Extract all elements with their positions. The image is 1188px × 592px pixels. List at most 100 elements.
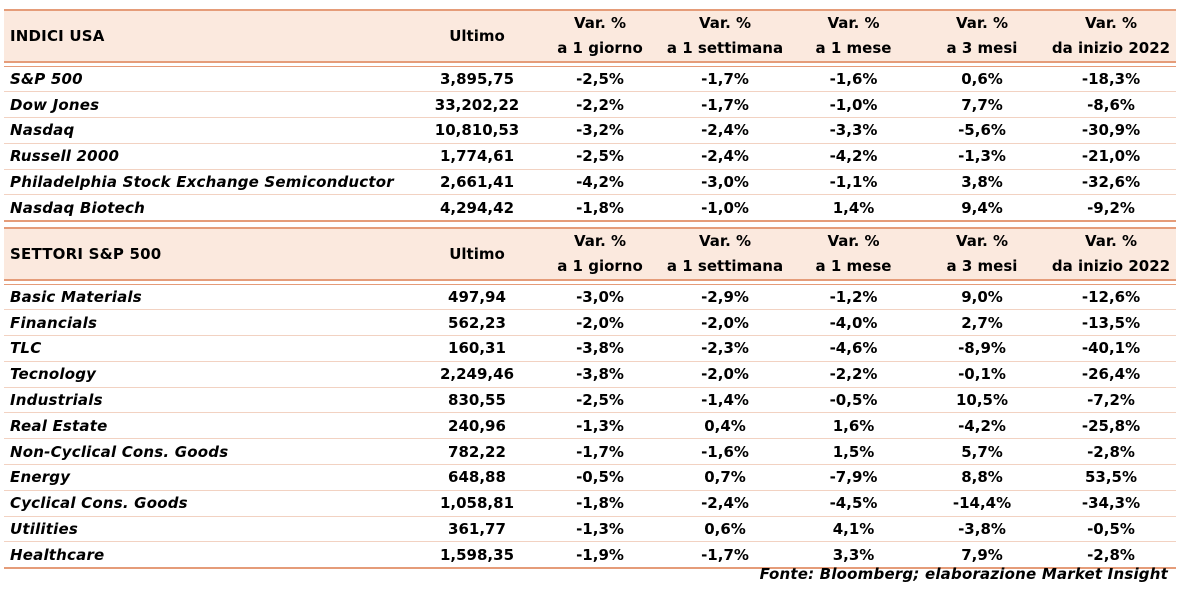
cell-w1: -2,4% (661, 490, 789, 517)
table-row: Tecnology 2,249,46 -3,8% -2,0% -2,2% -0,1% -26… (4, 361, 1176, 388)
row-label: TLC (4, 335, 415, 362)
cell-m1: -0,5% (789, 387, 918, 414)
cell-m3: -0,1% (918, 361, 1046, 388)
cell-w1: -2,9% (661, 284, 789, 311)
column-header-m3: Var. % a 3 mesi (918, 227, 1046, 280)
cell-m3: -14,4% (918, 490, 1046, 517)
cell-ytd: -7,2% (1046, 387, 1176, 414)
header-line-top: Var. % (1084, 14, 1138, 32)
cell-m3: 0,6% (918, 66, 1046, 93)
table-row: TLC 160,31 -3,8% -2,3% -4,6% -8,9% -40,1% (4, 335, 1176, 362)
cell-m3: -5,6% (918, 117, 1046, 144)
header-line-top: Var. % (698, 232, 752, 250)
header-divider (4, 61, 1176, 67)
row-label: Financials (4, 309, 415, 337)
cell-m1: -7,9% (789, 464, 918, 491)
cell-last: 10,810,53 (415, 117, 539, 144)
cell-m1: -3,3% (789, 117, 918, 144)
cell-ytd: -2,8% (1046, 541, 1176, 570)
column-header-last: Ultimo (415, 227, 539, 280)
cell-m1: -4,6% (789, 335, 918, 362)
cell-m1: -1,2% (789, 284, 918, 311)
header-line-bottom: a 3 mesi (946, 39, 1018, 57)
cell-last: 1,058,81 (415, 490, 539, 517)
column-header-w1: Var. % a 1 settimana (661, 9, 789, 62)
column-header-last: Ultimo (415, 9, 539, 62)
cell-w1: -2,0% (661, 361, 789, 388)
cell-w1: -1,7% (661, 91, 789, 119)
cell-d1: -3,0% (539, 284, 661, 311)
row-label: S&P 500 (4, 66, 415, 93)
cell-w1: -2,4% (661, 117, 789, 144)
cell-m1: 3,3% (789, 541, 918, 570)
cell-d1: -4,2% (539, 169, 661, 196)
cell-d1: -3,8% (539, 361, 661, 388)
cell-m3: 7,7% (918, 91, 1046, 119)
cell-last: 3,895,75 (415, 66, 539, 93)
cell-last: 361,77 (415, 516, 539, 543)
row-label: Utilities (4, 516, 415, 543)
cell-w1: 0,4% (661, 412, 789, 440)
row-label: Real Estate (4, 412, 415, 440)
cell-w1: -1,4% (661, 387, 789, 414)
row-label: Basic Materials (4, 284, 415, 311)
cell-ytd: -30,9% (1046, 117, 1176, 144)
header-line-top: Var. % (573, 232, 627, 250)
table-title: SETTORI S&P 500 (4, 227, 415, 280)
table-row: Utilities 361,77 -1,3% 0,6% 4,1% -3,8% -0,5% (4, 516, 1176, 543)
cell-ytd: 53,5% (1046, 464, 1176, 491)
row-label: Industrials (4, 387, 415, 414)
cell-last: 562,23 (415, 309, 539, 337)
cell-w1: -2,4% (661, 143, 789, 170)
column-header-ytd: Var. % da inizio 2022 (1046, 227, 1176, 280)
row-label: Dow Jones (4, 91, 415, 119)
cell-m1: 1,4% (789, 194, 918, 223)
header-line-top: Var. % (827, 232, 880, 250)
table-row: Industrials 830,55 -2,5% -1,4% -0,5% 10,5% -7,… (4, 387, 1176, 414)
table-row: Nasdaq 10,810,53 -3,2% -2,4% -3,3% -5,6% -30,9… (4, 117, 1176, 144)
cell-ytd: -12,6% (1046, 284, 1176, 311)
cell-d1: -2,0% (539, 309, 661, 337)
table-row: Dow Jones 33,202,22 -2,2% -1,7% -1,0% 7,7% -8,… (4, 91, 1176, 119)
row-label: Nasdaq Biotech (4, 194, 415, 223)
indici-usa-table: INDICI USA Ultimo Var. % a 1 giorno Var.… (4, 9, 1176, 223)
cell-d1: -3,2% (539, 117, 661, 144)
cell-m1: 4,1% (789, 516, 918, 543)
source-note: Fonte: Bloomberg; elaborazione Market In… (759, 565, 1168, 583)
cell-m3: 2,7% (918, 309, 1046, 337)
cell-m3: 10,5% (918, 387, 1046, 414)
cell-ytd: -18,3% (1046, 66, 1176, 93)
table-row: S&P 500 3,895,75 -2,5% -1,7% -1,6% 0,6% -18,3% (4, 66, 1176, 93)
header-line-bottom: a 1 settimana (666, 257, 784, 275)
cell-ytd: -34,3% (1046, 490, 1176, 517)
table-title: INDICI USA (4, 9, 415, 62)
cell-w1: -1,7% (661, 541, 789, 570)
cell-d1: -1,7% (539, 438, 661, 466)
header-line-top: Var. % (955, 232, 1009, 250)
cell-m3: 9,4% (918, 194, 1046, 223)
cell-m3: 3,8% (918, 169, 1046, 196)
header-line-top: Var. % (573, 14, 627, 32)
header-line-top: Var. % (827, 14, 880, 32)
cell-m1: 1,5% (789, 438, 918, 466)
cell-ytd: -0,5% (1046, 516, 1176, 543)
table-row: Healthcare 1,598,35 -1,9% -1,7% 3,3% 7,9% -2,8… (4, 541, 1176, 570)
cell-m3: -3,8% (918, 516, 1046, 543)
column-header-m3: Var. % a 3 mesi (918, 9, 1046, 62)
table-row: Financials 562,23 -2,0% -2,0% -4,0% 2,7% -13,5… (4, 309, 1176, 337)
row-label: Healthcare (4, 541, 415, 570)
cell-last: 830,55 (415, 387, 539, 414)
cell-last: 1,774,61 (415, 143, 539, 170)
cell-w1: -1,0% (661, 194, 789, 223)
row-label: Energy (4, 464, 415, 491)
row-label: Tecnology (4, 361, 415, 388)
cell-ytd: -2,8% (1046, 438, 1176, 466)
cell-last: 2,661,41 (415, 169, 539, 196)
cell-last: 240,96 (415, 412, 539, 440)
cell-d1: -1,3% (539, 412, 661, 440)
table-row: Non-Cyclical Cons. Goods 782,22 -1,7% -1,6%… (4, 438, 1176, 466)
header-divider (4, 279, 1176, 285)
header-line-bottom: da inizio 2022 (1051, 39, 1171, 57)
cell-m1: -2,2% (789, 361, 918, 388)
row-label: Non-Cyclical Cons. Goods (4, 438, 415, 466)
